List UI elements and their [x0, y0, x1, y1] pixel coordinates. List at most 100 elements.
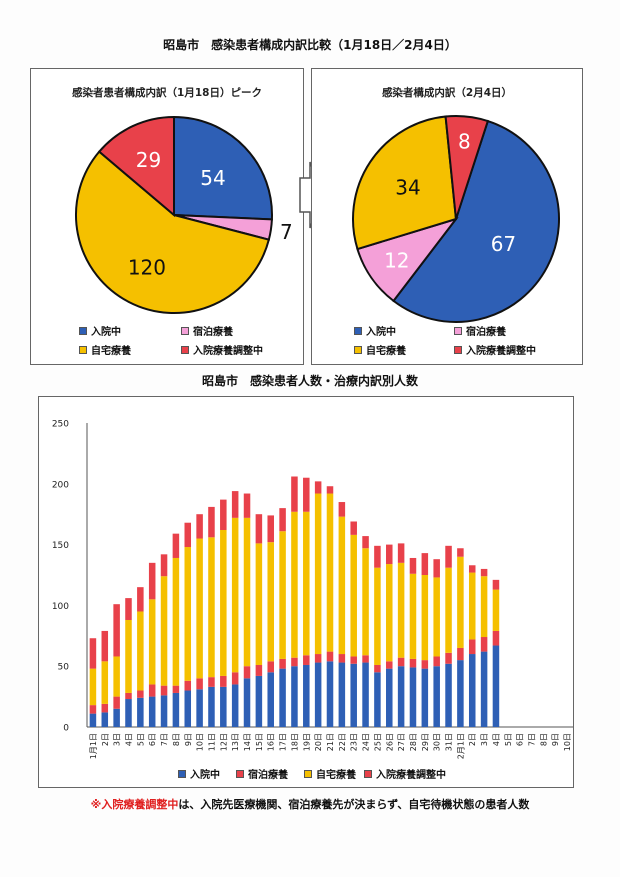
pie-value-label: 29	[136, 148, 161, 172]
bar-seg-hospital	[480, 651, 488, 727]
bar-seg-hotel	[397, 657, 405, 667]
x-tick-label: 27日	[397, 733, 406, 751]
bar-seg-home	[101, 661, 109, 704]
bar-seg-adjusting	[433, 559, 440, 578]
bar-legend-hospital: 入院中	[178, 766, 220, 781]
bar-seg-hospital	[386, 668, 393, 727]
bar-seg-adjusting	[279, 508, 286, 532]
bar-seg-hospital	[148, 696, 156, 727]
x-tick-label: 7日	[160, 733, 169, 746]
swatch-hotel	[454, 326, 462, 335]
bar-seg-hospital	[291, 666, 298, 727]
y-tick-label: 150	[52, 541, 69, 551]
bar-seg-home	[374, 567, 381, 665]
bar-seg-adjusting	[184, 522, 192, 548]
bar-seg-adjusting	[243, 493, 251, 518]
bar-seg-hospital	[338, 662, 346, 727]
bar-seg-hotel	[350, 656, 357, 664]
bar-seg-home	[113, 656, 120, 697]
bar-seg-home	[409, 573, 417, 659]
pie-value-label: 34	[395, 175, 420, 199]
x-tick-label: 1月1日	[89, 733, 98, 759]
legend-label: 宿泊療養	[193, 327, 233, 338]
bar-seg-hotel	[338, 654, 346, 663]
legend-label: 入院中	[366, 327, 396, 338]
y-tick-label: 250	[52, 420, 69, 430]
legend-item-home: 自宅療養	[354, 342, 406, 357]
bar-seg-home	[172, 557, 180, 686]
bar-seg-home	[480, 576, 488, 638]
legend-item-hospital: 入院中	[79, 323, 121, 338]
bar-seg-hospital	[457, 660, 464, 727]
bar-seg-hospital	[492, 645, 500, 727]
bar-legend-home: 自宅療養	[304, 766, 356, 781]
bar-seg-adjusting	[409, 557, 417, 574]
x-tick-label: 4日	[492, 733, 501, 746]
footnote-highlight: 入院療養調整中	[101, 798, 179, 811]
bar-seg-adjusting	[196, 514, 203, 539]
bar-seg-adjusting	[255, 514, 263, 544]
bar-seg-hospital	[421, 668, 429, 727]
bar-seg-hotel	[492, 630, 500, 646]
pie-title-jan18: 感染者患者構成内訳（1月18日）ピーク	[72, 87, 262, 99]
bar-seg-hotel	[196, 678, 203, 690]
x-tick-label: 8日	[539, 733, 548, 746]
bar-seg-home	[350, 534, 357, 657]
bar-seg-home	[89, 668, 97, 706]
x-tick-label: 3日	[113, 733, 122, 746]
bar-seg-home	[326, 493, 334, 652]
bar-seg-hotel	[172, 685, 180, 693]
bar-seg-home	[279, 531, 286, 659]
bar-seg-hotel	[89, 705, 97, 714]
x-tick-label: 31日	[445, 733, 454, 751]
bar-seg-hospital	[243, 678, 251, 727]
bar-seg-home	[231, 517, 239, 673]
bar-seg-hotel	[374, 664, 381, 673]
legend-label: 入院中	[91, 327, 121, 338]
bar-seg-adjusting	[113, 604, 120, 657]
bar-seg-home	[433, 577, 440, 657]
pie-value-label: 7	[280, 220, 293, 244]
x-tick-label: 25日	[373, 733, 382, 751]
legend-label: 宿泊療養	[248, 770, 288, 781]
pie-title-feb4: 感染者構成内訳（2月4日）	[381, 87, 513, 99]
bar-seg-hotel	[255, 664, 263, 676]
swatch-home	[304, 769, 312, 778]
x-tick-label: 18日	[290, 733, 299, 751]
bar-seg-hotel	[279, 658, 286, 669]
bar-seg-home	[468, 572, 476, 640]
bar-seg-hospital	[208, 686, 215, 727]
legend-label: 自宅療養	[91, 346, 131, 357]
x-tick-label: 10日	[563, 733, 572, 751]
bar-seg-adjusting	[160, 554, 168, 577]
swatch-adjusting	[181, 345, 189, 354]
legend-label: 入院中	[190, 770, 220, 781]
bar-seg-hotel	[457, 647, 464, 661]
y-tick-label: 50	[58, 663, 70, 673]
x-tick-label: 22日	[338, 733, 347, 751]
bar-seg-hospital	[397, 666, 405, 727]
x-tick-label: 24日	[362, 733, 371, 751]
bar-seg-hotel	[362, 655, 369, 663]
swatch-hotel	[236, 769, 244, 778]
x-tick-label: 11日	[207, 733, 216, 751]
swatch-home	[79, 345, 87, 354]
legend-item-home: 自宅療養	[79, 342, 131, 357]
bar-seg-home	[125, 619, 132, 693]
bar-seg-adjusting	[267, 515, 274, 543]
bar-seg-hotel	[433, 656, 440, 667]
legend-label: 宿泊療養	[466, 327, 506, 338]
bar-seg-home	[148, 599, 156, 685]
bar-seg-adjusting	[480, 568, 488, 577]
pie-slice-adjusting	[444, 115, 490, 220]
bar-seg-adjusting	[338, 502, 346, 517]
bar-seg-adjusting	[362, 536, 369, 549]
bar-seg-hotel	[208, 677, 215, 687]
bar-seg-hospital	[137, 697, 144, 727]
bar-seg-home	[267, 542, 274, 662]
x-tick-label: 4日	[124, 733, 133, 746]
bar-seg-home	[457, 556, 464, 648]
swatch-hospital	[178, 769, 186, 778]
pie-chart-feb4: 67 12 34 8	[352, 115, 560, 323]
bar-seg-home	[421, 575, 429, 661]
